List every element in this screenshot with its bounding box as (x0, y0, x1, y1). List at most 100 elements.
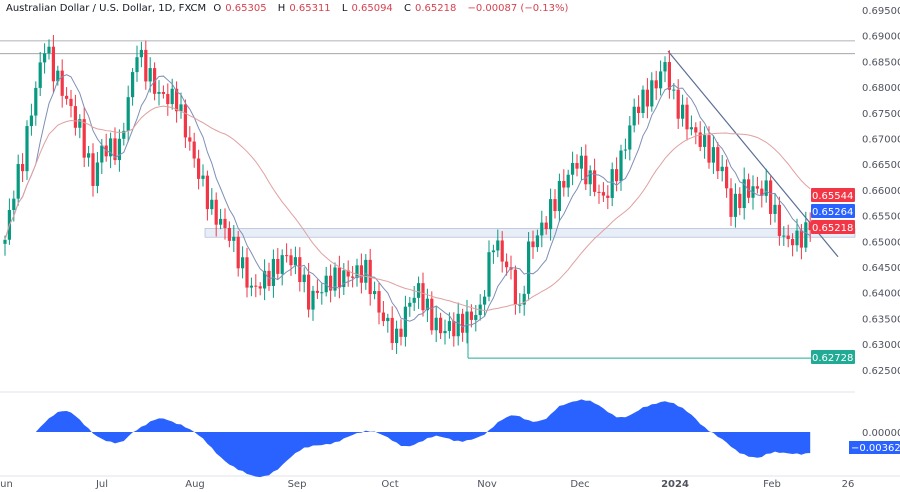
candle-body (544, 222, 548, 230)
candle-body (82, 119, 86, 158)
candle-body (148, 68, 152, 82)
candle-body (654, 80, 658, 89)
y-tick-label: 0.62500 (862, 366, 900, 377)
candle-body (738, 193, 742, 209)
y-tick-label: 0.67000 (862, 135, 900, 146)
candle-body (109, 138, 113, 157)
candle-body (606, 195, 610, 198)
candle-body (113, 138, 117, 161)
candle-body (95, 162, 99, 186)
candle-body (456, 313, 460, 337)
candle-body (461, 313, 465, 333)
candle-body (703, 135, 707, 147)
candle-body (601, 192, 605, 196)
candle-body (707, 135, 711, 163)
candle-body (311, 290, 315, 310)
candle-body (364, 259, 368, 283)
candle-body (276, 258, 280, 274)
low-value: L 0.65094 (341, 3, 393, 14)
candle-body (531, 241, 535, 248)
candle-body (443, 330, 447, 334)
candle-body (315, 290, 319, 293)
candle-body (439, 317, 443, 334)
candle-body (197, 158, 201, 179)
y-tick-label: 0.64000 (862, 289, 900, 300)
candle-body (56, 70, 60, 82)
candle-body (302, 274, 306, 283)
candle-body (452, 321, 456, 337)
candle-body (285, 255, 289, 257)
candle-body (676, 89, 680, 119)
candle-body (408, 302, 412, 307)
candle-body (571, 162, 575, 175)
candle-body (711, 147, 715, 163)
candle-body (593, 170, 597, 192)
y-tick-label: 0.63000 (862, 340, 900, 351)
support-zone (204, 228, 856, 238)
candle-body (725, 166, 729, 189)
candle-body (610, 169, 614, 198)
y-tick-label: 0.66000 (862, 186, 900, 197)
candle-body (469, 311, 473, 320)
candle-body (579, 155, 583, 169)
candle-body (47, 46, 51, 54)
price-label: 0.62728 (812, 353, 853, 364)
y-tick-label: 0.69500 (862, 6, 900, 17)
x-tick-label: Jun (0, 479, 13, 490)
candle-body (395, 328, 399, 344)
candle-body (681, 104, 685, 119)
candle-body (69, 98, 73, 107)
candle-body (307, 274, 311, 310)
candle-body (667, 62, 671, 90)
candle-body (663, 62, 667, 72)
x-tick-label: Feb (763, 479, 781, 490)
candle-body (733, 193, 737, 217)
candle-body (337, 267, 341, 288)
candle-body (645, 89, 649, 107)
candle-body (425, 298, 429, 311)
price-label: 0.65264 (812, 207, 853, 218)
candle-body (659, 71, 663, 89)
candle-body (161, 91, 165, 94)
candle-body (223, 218, 227, 228)
candle-body (782, 235, 786, 237)
oscillator-value: −0.00362 (851, 443, 900, 454)
candle-body (60, 70, 64, 96)
price-label-badge (811, 204, 855, 218)
candle-body (434, 317, 438, 331)
y-tick-label: 0.63500 (862, 314, 900, 325)
candle-body (742, 179, 746, 209)
candle-body (518, 304, 522, 306)
candle-body (716, 147, 720, 172)
symbol-title: Australian Dollar / U.S. Dollar, 1D, FXC… (6, 3, 207, 14)
candle-body (465, 311, 469, 333)
candle-body (764, 180, 768, 196)
candle-body (131, 72, 135, 98)
candle-body (535, 235, 539, 248)
candle-body (117, 138, 121, 161)
candle-body (549, 199, 553, 230)
candle-body (126, 97, 130, 131)
candle-body (346, 270, 350, 277)
candle-body (399, 328, 403, 337)
price-label-badge (811, 188, 855, 202)
candle-body (38, 62, 42, 88)
candle-body (689, 127, 693, 130)
candle-body (241, 257, 245, 269)
x-tick-label: Dec (570, 479, 589, 490)
candle-body (73, 106, 77, 128)
candle-body (21, 164, 25, 172)
high-value: H 0.65311 (277, 3, 331, 14)
candle-body (139, 49, 143, 58)
price-label: 0.65218 (812, 223, 853, 234)
candle-body (245, 257, 249, 288)
y-tick-label: 0.65500 (862, 212, 900, 223)
candle-body (254, 285, 258, 287)
candle-body (522, 293, 526, 305)
x-tick-label: 26 (842, 479, 855, 490)
candle-body (166, 93, 170, 105)
candle-body (566, 174, 570, 188)
candle-body (474, 314, 478, 320)
candle-body (386, 317, 390, 322)
